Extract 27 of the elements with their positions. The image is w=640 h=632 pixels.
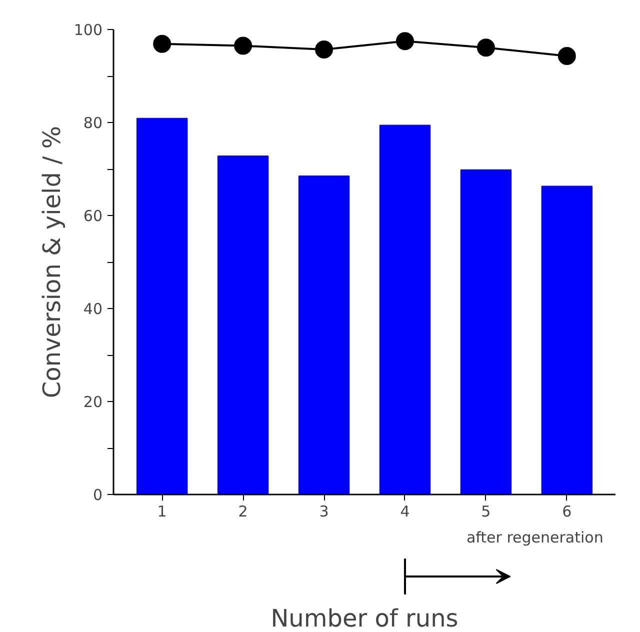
x-axis-title: Number of runs	[270, 604, 458, 632]
y-tick-label: 0	[92, 486, 103, 504]
text: after regeneration	[466, 528, 604, 546]
x-tick-label: 2	[238, 502, 248, 520]
y-tick-label: 60	[83, 207, 103, 225]
bar	[460, 169, 512, 494]
bar	[541, 186, 593, 494]
x-tick-label: 1	[157, 502, 167, 520]
y-tick-label: 100	[74, 21, 103, 39]
x-tick-label: 4	[400, 502, 410, 520]
y-tick-label: 40	[83, 300, 103, 318]
x-tick-label: 6	[562, 502, 572, 520]
x-tick-label: 3	[319, 502, 329, 520]
point	[234, 36, 252, 55]
point	[315, 40, 334, 58]
point	[558, 47, 576, 65]
y-axis-title: Conversion & yield / %	[38, 126, 66, 398]
point	[476, 38, 495, 57]
bar	[136, 118, 188, 494]
x-tick-label: 5	[481, 502, 491, 520]
point	[396, 32, 414, 50]
y-tick-label: 20	[83, 393, 103, 411]
bar	[298, 175, 350, 494]
point	[153, 34, 172, 53]
bar	[379, 124, 431, 494]
y-tick-label: 80	[83, 114, 103, 132]
bar	[217, 155, 269, 494]
